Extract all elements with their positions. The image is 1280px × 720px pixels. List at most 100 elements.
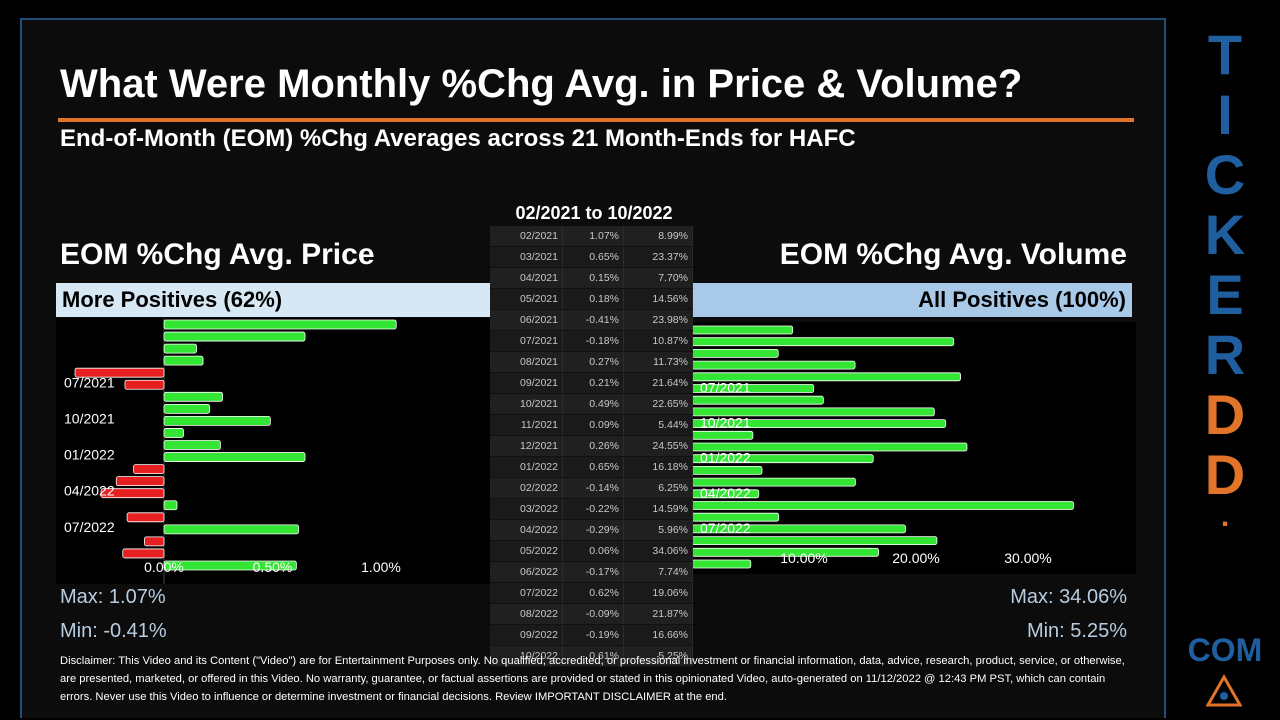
price-bar <box>126 512 165 523</box>
table-cell-price: -0.22% <box>562 498 624 520</box>
table-row: 06/2021 -0.41% 23.98% <box>490 309 693 331</box>
table-row: 04/2021 0.15% 7.70% <box>490 267 693 289</box>
table-cell-volume: 7.74% <box>623 561 693 583</box>
price-bar <box>144 536 165 547</box>
brand-letter: T <box>1207 23 1243 86</box>
brand-letter: D <box>1204 443 1246 506</box>
table-row: 07/2021 -0.18% 10.87% <box>490 330 693 352</box>
brand-letter: C <box>1204 143 1246 206</box>
table-cell-month: 06/2021 <box>490 309 563 331</box>
table-cell-volume: 16.66% <box>623 624 693 646</box>
table-cell-month: 05/2021 <box>490 288 563 310</box>
volume-category-tick-label: 04/2022 <box>700 485 751 501</box>
brand-letter: K <box>1204 203 1246 266</box>
price-category-tick-label: 04/2022 <box>64 483 115 499</box>
table-cell-month: 06/2022 <box>490 561 563 583</box>
table-row: 12/2021 0.26% 24.55% <box>490 435 693 457</box>
table-cell-price: 0.26% <box>562 435 624 457</box>
volume-category-tick-label: 01/2022 <box>700 450 751 466</box>
price-bar <box>163 440 221 450</box>
table-cell-month: 03/2021 <box>490 246 563 268</box>
table-cell-price: 1.07% <box>562 226 624 247</box>
table-cell-volume: 22.65% <box>623 393 693 415</box>
table-cell-month: 12/2021 <box>490 435 563 457</box>
table-row: 05/2022 0.06% 34.06% <box>490 540 693 562</box>
table-cell-volume: 6.25% <box>623 477 693 499</box>
table-row: 03/2021 0.65% 23.37% <box>490 246 693 268</box>
price-bar <box>122 548 165 559</box>
table-cell-month: 01/2022 <box>490 456 563 478</box>
table-cell-price: 0.49% <box>562 393 624 415</box>
volume-bar <box>691 430 754 440</box>
price-category-tick-label: 07/2021 <box>64 374 115 390</box>
table-row: 09/2022 -0.19% 16.66% <box>490 624 693 646</box>
volume-value-tick-label: 20.00% <box>892 550 939 566</box>
price-bar <box>163 331 306 342</box>
page-title: What Were Monthly %Chg Avg. in Price & V… <box>60 62 1023 106</box>
table-row: 08/2021 0.27% 11.73% <box>490 351 693 373</box>
brand-letter: I <box>1217 83 1233 146</box>
volume-value-tick-label: 10.00% <box>780 550 827 566</box>
price-bar <box>163 452 306 462</box>
price-value-tick-label: 1.00% <box>361 559 401 575</box>
table-cell-volume: 21.87% <box>623 603 693 625</box>
brand-logo-icon <box>1206 674 1242 707</box>
volume-bar <box>691 465 763 475</box>
price-bar <box>124 379 165 390</box>
table-cell-month: 09/2022 <box>490 624 563 646</box>
table-cell-volume: 10.87% <box>623 330 693 352</box>
volume-bar <box>691 348 779 358</box>
price-category-tick-label: 10/2021 <box>64 410 115 426</box>
table-cell-month: 07/2022 <box>490 582 563 604</box>
volume-chart-svg: 07/2021 10/2021 01/2022 04/2022 07/2022 10.00… <box>691 325 1074 569</box>
table-cell-price: 0.15% <box>562 267 624 289</box>
volume-bar-chart: 07/2021 10/2021 01/2022 04/2022 07/2022 10.00… <box>691 322 1136 574</box>
table-cell-month: 02/2022 <box>490 477 563 499</box>
table-cell-month: 05/2022 <box>490 540 563 562</box>
brand-letter: E <box>1206 263 1244 326</box>
table-row: 09/2021 0.21% 21.64% <box>490 372 693 394</box>
table-cell-price: 0.18% <box>562 288 624 310</box>
table-cell-price: 0.27% <box>562 351 624 373</box>
table-row: 06/2022 -0.17% 7.74% <box>490 561 693 583</box>
volume-bar <box>691 501 1074 510</box>
table-cell-price: 0.09% <box>562 414 624 436</box>
volume-bar <box>691 559 752 569</box>
table-cell-volume: 19.06% <box>623 582 693 604</box>
table-cell-volume: 34.06% <box>623 540 693 562</box>
table-cell-price: -0.29% <box>562 519 624 541</box>
price-max-stat: Max: 1.07% <box>60 586 166 608</box>
table-cell-volume: 16.18% <box>623 456 693 478</box>
table-cell-volume: 8.99% <box>623 226 693 247</box>
monthly-data-table: 02/2021 1.07% 8.99% 03/2021 0.65% 23.37% 04/20… <box>490 226 693 667</box>
table-cell-month: 03/2022 <box>490 498 563 520</box>
table-cell-price: 0.65% <box>562 246 624 268</box>
price-bar <box>163 560 297 571</box>
table-cell-month: 07/2021 <box>490 330 563 352</box>
table-cell-month: 08/2022 <box>490 603 563 625</box>
table-cell-volume: 21.64% <box>623 372 693 394</box>
table-cell-volume: 23.98% <box>623 309 693 331</box>
price-category-tick-label: 01/2022 <box>64 447 115 463</box>
price-chart-svg: 07/2021 10/2021 01/2022 04/2022 07/2022 0.00%… <box>64 318 401 584</box>
table-row: 11/2021 0.09% 5.44% <box>490 414 693 436</box>
volume-value-tick-label: 30.00% <box>1004 550 1051 566</box>
price-category-tick-label: 07/2022 <box>64 519 115 535</box>
table-cell-price: -0.41% <box>562 309 624 331</box>
brand-com-label: COM <box>1187 632 1263 668</box>
brand-letter: D <box>1204 383 1246 446</box>
price-bar <box>163 500 178 511</box>
table-cell-month: 08/2021 <box>490 351 563 373</box>
table-row: 10/2021 0.49% 22.65% <box>490 393 693 415</box>
table-cell-volume: 24.55% <box>623 435 693 457</box>
price-bar <box>163 403 210 414</box>
price-bar-chart: 07/2021 10/2021 01/2022 04/2022 07/2022 0.00%… <box>56 318 490 584</box>
table-row: 04/2022 -0.29% 5.96% <box>490 519 693 541</box>
price-bar <box>163 428 184 438</box>
table-cell-price: 0.21% <box>562 372 624 394</box>
table-cell-month: 10/2021 <box>490 393 563 415</box>
table-cell-volume: 11.73% <box>623 351 693 373</box>
disclaimer-text: Disclaimer: This Video and its Content (… <box>60 655 1125 703</box>
price-bar <box>74 367 165 378</box>
